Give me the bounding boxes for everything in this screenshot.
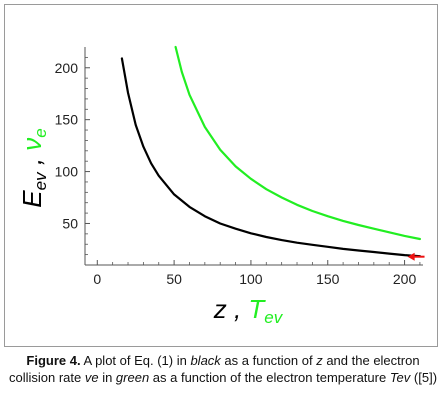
caption-text-1: A plot of Eq. (1) in xyxy=(80,353,191,368)
x-tick-label: 200 xyxy=(393,271,417,287)
y-tick-label: 50 xyxy=(62,215,78,231)
caption-text-4: in xyxy=(98,370,116,385)
figure-frame: 50 100 150 200 0 50 100 150 200 Eev , νe z , Tev xyxy=(4,4,438,347)
caption-z-word: z xyxy=(316,353,323,368)
caption-black-word: black xyxy=(190,353,221,368)
figure-caption: Figure 4. A plot of Eq. (1) in black as … xyxy=(8,352,438,386)
caption-text-6: ([5]) xyxy=(410,370,438,385)
x-tick-label: 0 xyxy=(93,271,101,287)
caption-label: Figure 4. xyxy=(26,353,81,368)
caption-ve-word: ve xyxy=(84,370,99,385)
y-tick-label: 150 xyxy=(55,112,79,128)
x-tick-label: 150 xyxy=(316,271,340,287)
caption-text-3: and the electron collision rate xyxy=(8,353,420,385)
chart: 50 100 150 200 0 50 100 150 200 Eev , νe z , Tev xyxy=(17,45,425,327)
caption-text-2: as a function of xyxy=(220,353,317,368)
x-axis-label: z , Tev xyxy=(213,294,284,327)
plot-area: 50 100 150 200 0 50 100 150 200 xyxy=(55,45,425,287)
y-axis-label: Eev , νe xyxy=(17,128,50,207)
caption-tev-word: Tev xyxy=(389,370,411,385)
y-tick-label: 100 xyxy=(55,164,79,180)
y-tick-label: 200 xyxy=(55,60,79,76)
caption-green-word: green xyxy=(115,370,150,385)
x-tick-label: 100 xyxy=(239,271,263,287)
green-series-line xyxy=(174,45,421,241)
black-series-line xyxy=(120,57,421,258)
x-tick-label: 50 xyxy=(166,271,182,287)
arrow-head xyxy=(407,252,415,261)
caption-text-5: as a function of the electron temperatur… xyxy=(149,370,390,385)
